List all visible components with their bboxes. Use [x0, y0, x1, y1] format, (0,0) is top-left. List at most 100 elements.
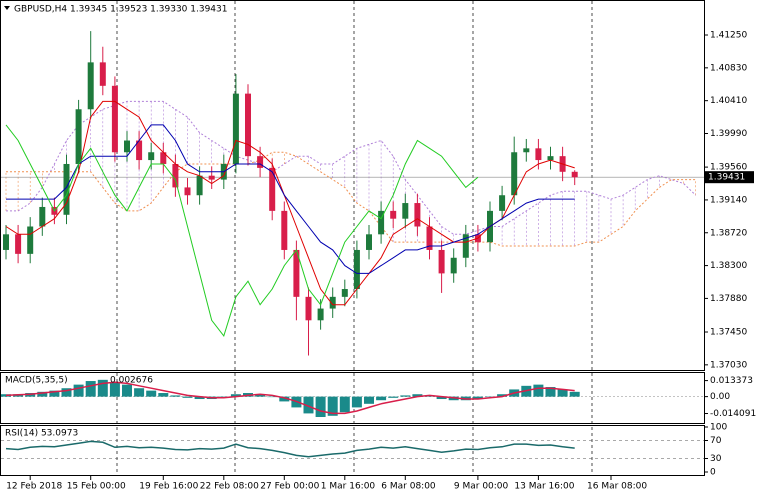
candle-body — [196, 175, 203, 196]
line-series — [5, 124, 479, 337]
macd-bar — [134, 388, 145, 397]
macd-bar — [49, 390, 60, 397]
macd-bar — [97, 379, 108, 397]
macd-bar — [303, 396, 314, 414]
candle-body — [245, 93, 251, 157]
candle-body — [571, 171, 578, 178]
y-tick-label: 0.00 — [710, 392, 730, 402]
macd-bar — [73, 384, 84, 397]
x-tick-label: 15 Feb 00:00 — [67, 482, 126, 492]
y-tick-label: 100 — [710, 423, 727, 433]
candle-body — [378, 210, 385, 235]
macd-bar — [485, 396, 495, 398]
macd-title: MACD(5,35,5) — [5, 376, 68, 386]
candle-body — [499, 195, 506, 211]
candle-body — [329, 296, 336, 309]
macd-bar — [545, 387, 556, 397]
x-tick-label: 22 Feb 08:00 — [200, 482, 259, 492]
macd-bar — [146, 390, 157, 397]
y-tick-label: 30 — [710, 454, 722, 464]
y-tick-label: 1.37880 — [710, 294, 747, 304]
candle-body — [208, 175, 215, 180]
macd-bar — [557, 389, 568, 397]
chart-title: GBPUSD,H4 1.39345 1.39523 1.39330 1.3943… — [14, 5, 227, 15]
macd-bar — [255, 394, 266, 397]
macd-bar — [170, 395, 181, 397]
macd-bar — [37, 391, 48, 397]
x-tick-label: 12 Feb 2018 — [6, 482, 62, 492]
macd-bar — [472, 396, 483, 400]
candle-body — [15, 234, 22, 254]
candle-body — [27, 226, 34, 254]
candle-body — [511, 152, 518, 196]
rsi-frame — [0, 425, 705, 476]
candle-body — [63, 163, 70, 215]
macd-bar — [109, 382, 120, 397]
price-frame — [0, 0, 705, 371]
candle-body — [462, 234, 469, 258]
macd-bar — [279, 396, 290, 402]
y-tick-label: 70 — [710, 436, 722, 446]
plot — [1, 31, 697, 458]
macd-bar — [327, 396, 338, 416]
candle-body — [99, 62, 106, 86]
y-tick-label: 1.40410 — [710, 96, 747, 106]
candle-body — [438, 249, 445, 274]
candle-body — [111, 85, 118, 153]
line-series — [6, 124, 575, 274]
candle-body — [87, 62, 94, 110]
macd-bar — [61, 388, 72, 397]
candle-body — [390, 210, 397, 219]
candle-body — [3, 234, 9, 250]
x-tick-label: 1 Mar 16:00 — [321, 482, 376, 492]
macd-bar — [267, 396, 278, 398]
y-tick-label: -0.014091 — [710, 409, 756, 419]
macd-bar — [376, 396, 387, 401]
candle-body — [269, 167, 276, 211]
y-tick-label: 1.37450 — [710, 328, 747, 338]
macd-bar — [182, 396, 193, 398]
rsi-line — [5, 440, 575, 458]
macd-bar — [364, 396, 374, 404]
y-tick-label: 1.38720 — [710, 228, 747, 238]
y-tick-label: 1.39140 — [710, 195, 747, 205]
last-price-label: 1.39431 — [708, 173, 745, 183]
candle-body — [414, 203, 421, 227]
x-tick-label: 6 Mar 08:00 — [381, 482, 436, 492]
y-tick-label: 1.39990 — [710, 129, 747, 139]
candle-body — [535, 148, 542, 161]
candle-body — [160, 152, 167, 164]
last-price-box — [704, 171, 754, 184]
macd-bar — [85, 381, 96, 397]
macd-bar — [339, 396, 350, 413]
x-tick-label: 16 Mar 08:00 — [587, 482, 647, 492]
candle-body — [172, 163, 179, 188]
y-tick-label: 0.013373 — [710, 376, 753, 386]
candle-body — [305, 296, 312, 321]
macd-bar — [533, 384, 544, 397]
candle-body — [148, 152, 155, 161]
y-tick-label: 1.41250 — [710, 31, 747, 41]
macd-bar — [569, 391, 580, 397]
candle-body — [523, 148, 530, 153]
line-series — [5, 100, 575, 306]
candle-body — [426, 226, 433, 250]
macd-bar — [1, 394, 11, 397]
candle-body — [257, 156, 264, 168]
macd-bar — [400, 395, 411, 397]
macd-bar — [436, 396, 447, 400]
y-tick-label: 1.38300 — [710, 261, 747, 271]
macd-bar — [412, 394, 423, 397]
candle-body — [353, 249, 360, 290]
rsi-title: RSI(14) 53.0973 — [5, 429, 78, 439]
y-tick-label: 0 — [710, 468, 716, 478]
candle-body — [136, 140, 143, 161]
x-tick-label: 19 Feb 16:00 — [139, 482, 198, 492]
candle-body — [184, 187, 191, 196]
symbol-icon — [4, 6, 10, 10]
candle-body — [281, 210, 288, 250]
candle-body — [232, 93, 239, 164]
macd-frame — [0, 372, 705, 424]
candle-body — [402, 203, 409, 219]
